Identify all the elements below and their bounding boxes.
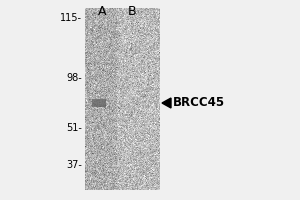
Text: 98-: 98- <box>66 73 82 83</box>
Text: 51-: 51- <box>66 123 82 133</box>
Text: 115-: 115- <box>60 13 82 23</box>
Text: BRCC45: BRCC45 <box>173 97 225 110</box>
Text: A: A <box>98 5 106 18</box>
Polygon shape <box>162 98 171 108</box>
Text: B: B <box>128 5 136 18</box>
Text: 37-: 37- <box>66 160 82 170</box>
